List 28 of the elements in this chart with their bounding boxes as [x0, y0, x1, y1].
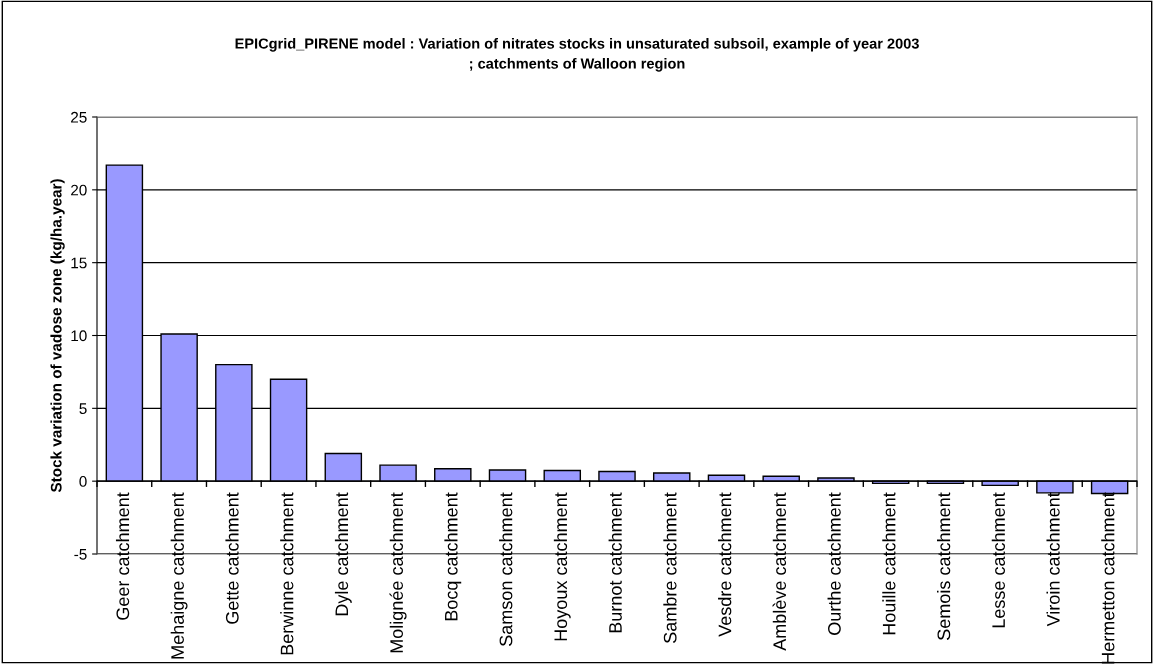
chart-title: EPICgrid_PIRENE model : Variation of nitrates stocks in unsaturated subsoil, example of year 2003 ; catchments of Walloon region [235, 38, 919, 72]
x-tick-label: Mehaigne catchment [170, 492, 188, 659]
x-tick-label: Viroin catchment [1046, 492, 1060, 627]
x-tick-label: Burnot catchment [608, 492, 622, 633]
x-tick-label: Bocq catchment [444, 492, 462, 621]
y-tick-label: 5 [79, 403, 87, 415]
x-tick-label: Gette catchment [225, 492, 239, 624]
y-tick-label: 25 [71, 111, 87, 123]
y-tick-label: 15 [71, 257, 87, 269]
y-axis-title: Stock variation of vadose zone (kg/ha.year) [50, 179, 65, 493]
y-tick-label: 10 [71, 330, 87, 342]
y-tick-label: 0 [79, 476, 87, 487]
x-tick-label: Semois catchment [937, 492, 951, 640]
x-tick-label: Hoyoux catchment [553, 492, 571, 641]
y-tick-label: -5 [74, 549, 87, 560]
x-tick-label: Sambre catchment [663, 492, 677, 643]
x-tick-label: Vesdre catchment [718, 492, 732, 637]
x-tick-label: Hermetton catchment [1101, 492, 1115, 664]
x-tick-label: Houille catchment [882, 492, 896, 635]
x-tick-label: Lesse catchment [991, 492, 1005, 628]
x-tick-label: Samson catchment [499, 492, 513, 646]
y-tick-label: 20 [71, 184, 87, 196]
x-tick-label: Ourthe catchment [827, 492, 841, 635]
x-tick-label: Amblève catchment [772, 492, 787, 651]
x-tick-label: Molignée catchment [389, 492, 407, 653]
x-tick-label: Dyle catchment [334, 492, 352, 616]
x-tick-label: Geer catchment [115, 492, 130, 620]
x-tick-label: Berwinne catchment [280, 492, 294, 655]
